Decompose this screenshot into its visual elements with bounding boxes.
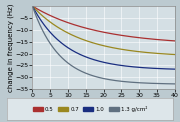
Legend: 0.5, 0.7, 1.0, 1.3 g/cm²: 0.5, 0.7, 1.0, 1.3 g/cm²: [31, 104, 149, 113]
X-axis label: depth of immersion (mm): depth of immersion (mm): [59, 101, 148, 107]
Y-axis label: change in frequency (Hz): change in frequency (Hz): [7, 3, 14, 92]
